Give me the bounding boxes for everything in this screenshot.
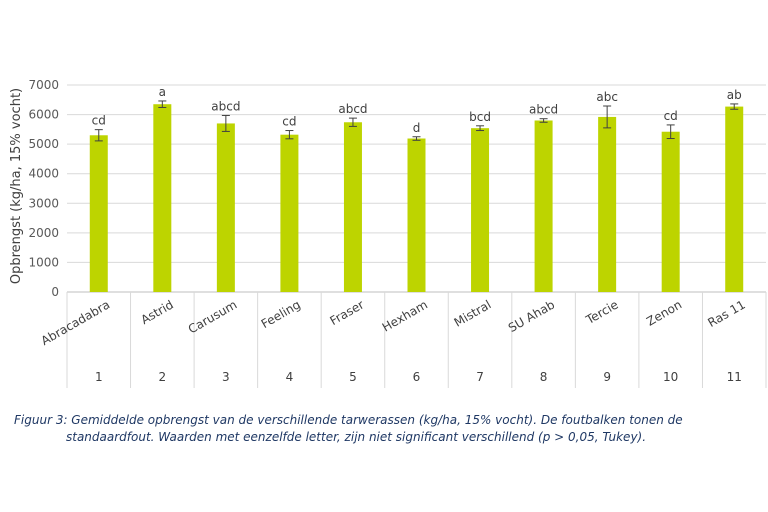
category-label: Hexham [380, 297, 430, 334]
caption-line-1: Figuur 3: Gemiddelde opbrengst van de ve… [14, 413, 683, 427]
category-number: 6 [413, 370, 421, 384]
bar [471, 128, 490, 292]
category-number: 5 [349, 370, 357, 384]
bar [407, 138, 426, 292]
significance-label: bcd [469, 110, 491, 124]
bar [280, 134, 299, 292]
category-number: 7 [476, 370, 484, 384]
bars [89, 100, 744, 293]
category-number: 8 [540, 370, 548, 384]
category-number: 11 [727, 370, 742, 384]
bar [89, 135, 108, 292]
bar [343, 122, 362, 292]
significance-label: cd [282, 115, 296, 129]
y-tick-label: 1000 [28, 255, 59, 269]
category-label: Zenon [644, 297, 684, 328]
significance-label: a [159, 85, 166, 99]
category-number: 10 [663, 370, 678, 384]
category-label: SU Ahab [506, 297, 557, 335]
significance-label: ab [727, 88, 742, 102]
bar [598, 116, 617, 293]
category-label: Ras 11 [705, 297, 747, 330]
category-label: Mistral [452, 297, 494, 329]
bar [661, 131, 680, 292]
significance-label: d [413, 121, 421, 135]
y-axis-title: Opbrengst (kg/ha, 15% vocht) [9, 88, 24, 284]
axes [66, 291, 767, 388]
figure-caption: Figuur 3: Gemiddelde opbrengst van de ve… [14, 412, 754, 446]
y-tick-label: 6000 [28, 108, 59, 122]
significance-label: abcd [211, 99, 240, 113]
significance-label: abc [596, 90, 618, 104]
y-tick-label: 5000 [28, 137, 59, 151]
significance-label: cd [664, 109, 678, 123]
caption-line-2: standaardfout. Waarden met eenzelfde let… [66, 430, 647, 444]
bar [216, 123, 235, 292]
bar [153, 104, 172, 292]
category-label: Abracadabra [39, 297, 113, 348]
significance-label: abcd [529, 103, 558, 117]
category-number: 2 [158, 370, 166, 384]
y-tick-label: 0 [51, 285, 59, 299]
category-number: 9 [603, 370, 611, 384]
category-number: 3 [222, 370, 230, 384]
category-label: Tercie [583, 297, 621, 327]
significance-label: abcd [338, 102, 367, 116]
category-label: Fraser [328, 297, 367, 328]
y-tick-label: 3000 [28, 196, 59, 210]
y-tick-label: 4000 [28, 167, 59, 181]
labels: 0 1000 2000 3000 4000 5000 6000 7000 cd Abracadab… [28, 78, 747, 384]
y-tick-label: 2000 [28, 226, 59, 240]
bar [725, 106, 744, 292]
category-label: Astrid [138, 297, 175, 327]
bar-chart: 0 1000 2000 3000 4000 5000 6000 7000 cd Abracadab… [9, 78, 767, 388]
significance-label: cd [92, 114, 106, 128]
y-tick-label: 7000 [28, 78, 59, 92]
category-label: Feeling [259, 297, 303, 331]
category-number: 1 [95, 370, 103, 384]
bar [534, 120, 553, 292]
category-number: 4 [286, 370, 294, 384]
